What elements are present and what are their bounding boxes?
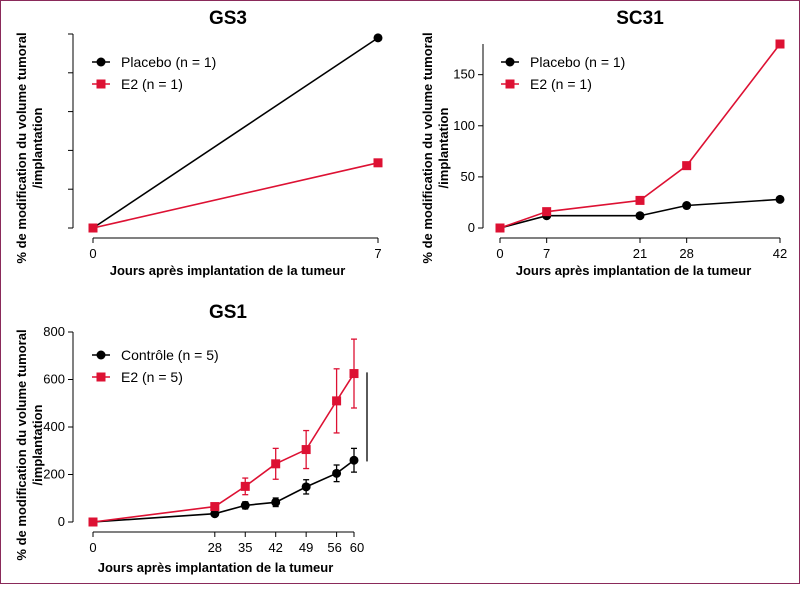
legend-label: Contrôle (n = 5) (121, 347, 219, 363)
series-e2 (88, 158, 383, 233)
data-point (373, 158, 383, 168)
series-e2 (495, 39, 785, 233)
data-point (332, 396, 342, 406)
legend-marker (505, 79, 515, 89)
data-point (495, 223, 505, 233)
y-tick-label: 800 (43, 324, 65, 339)
legend: Contrôle (n = 5) E2 (n = 5) (92, 347, 219, 385)
y-tick-label: 150 (453, 67, 475, 82)
legend-label: E2 (n = 5) (121, 369, 183, 385)
legend-label: E2 (n = 1) (530, 76, 592, 92)
x-tick-label: 42 (773, 246, 787, 261)
y-axis-label: % de modification du volume tumoral/impl… (420, 32, 451, 263)
legend-marker (96, 79, 106, 89)
y-axis-label-line1: % de modification du volume tumoral (420, 32, 435, 263)
x-tick-label: 21 (633, 246, 647, 261)
y-axis-label: % de modification du volume tumoral/impl… (14, 329, 45, 560)
legend-label: Placebo (n = 1) (530, 54, 625, 70)
y-tick-label: 0 (468, 220, 475, 235)
data-point (88, 517, 98, 527)
data-point (210, 509, 220, 519)
y-axis-label-line1: % de modification du volume tumoral (14, 329, 29, 560)
chart-title: GS1 (209, 302, 247, 323)
y-tick-label: 400 (43, 419, 65, 434)
y-tick-label: 0 (58, 514, 65, 529)
x-axis-label: Jours après implantation de la tumeur (110, 263, 346, 278)
data-point (682, 201, 692, 211)
data-point (88, 223, 98, 233)
x-tick-label: 42 (268, 540, 282, 555)
data-point (775, 39, 785, 49)
y-axis-label-line1: % de modification du volume tumoral (14, 32, 29, 263)
series-e2 (88, 338, 359, 527)
y-tick-label: 50 (461, 169, 475, 184)
x-tick-label: 0 (89, 246, 96, 261)
data-point (271, 497, 281, 507)
data-point (542, 207, 552, 217)
x-tick-label: 28 (208, 540, 222, 555)
x-tick-label: 0 (496, 246, 503, 261)
series-control (88, 447, 359, 527)
chart-title: SC31 (616, 8, 664, 29)
legend: Placebo (n = 1) E2 (n = 1) (92, 54, 216, 92)
legend-label: Placebo (n = 1) (121, 54, 216, 70)
data-point (349, 369, 359, 379)
series-line (92, 37, 379, 229)
data-point (682, 161, 692, 171)
legend-marker (96, 372, 106, 382)
x-tick-label: 7 (543, 246, 550, 261)
y-axis-label: % de modification du volume tumoral/impl… (14, 32, 45, 263)
x-axis-label: Jours après implantation de la tumeur (516, 263, 752, 278)
y-tick-label: 600 (43, 372, 65, 387)
legend: Placebo (n = 1) E2 (n = 1) (501, 54, 625, 92)
x-tick-label: 7 (374, 246, 381, 261)
data-point (271, 459, 281, 469)
chart-gs3: GS3 0 7 Jours après implantation de la tume… (14, 8, 383, 278)
y-tick-label: 100 (453, 118, 475, 133)
x-tick-label: 28 (679, 246, 693, 261)
data-point (635, 195, 645, 205)
legend-marker (96, 57, 106, 67)
chart-title: GS3 (209, 8, 247, 29)
data-point (240, 481, 250, 491)
x-tick-label: 35 (238, 540, 252, 555)
legend-label: E2 (n = 1) (121, 76, 183, 92)
data-point (240, 500, 250, 510)
y-axis-label-line2: /implantation (30, 404, 45, 485)
legend-marker (505, 57, 515, 67)
x-tick-label: 49 (299, 540, 313, 555)
y-axis-label-line2: /implantation (30, 107, 45, 188)
legend-marker (96, 350, 106, 360)
x-tick-label: 56 (327, 540, 341, 555)
data-point (210, 502, 220, 512)
data-point (349, 455, 359, 465)
data-point (301, 445, 311, 455)
chart-sc31: SC31 0 50 100 150 0 7 21 28 42 Jours après implant… (420, 8, 787, 278)
y-tick-label: 200 (43, 467, 65, 482)
x-tick-label: 0 (89, 540, 96, 555)
data-point (332, 468, 342, 478)
series-line (92, 162, 379, 229)
data-point (301, 482, 311, 492)
data-point (775, 194, 785, 204)
y-axis-label-line2: /implantation (436, 107, 451, 188)
x-axis-label: Jours après implantation de la tumeur (98, 560, 334, 575)
x-tick-label: 60 (350, 540, 364, 555)
data-point (635, 211, 645, 221)
data-point (373, 33, 383, 43)
chart-gs1: GS1 0 200 400 600 800 0 28 35 42 49 56 60 Jours après… (14, 302, 368, 575)
